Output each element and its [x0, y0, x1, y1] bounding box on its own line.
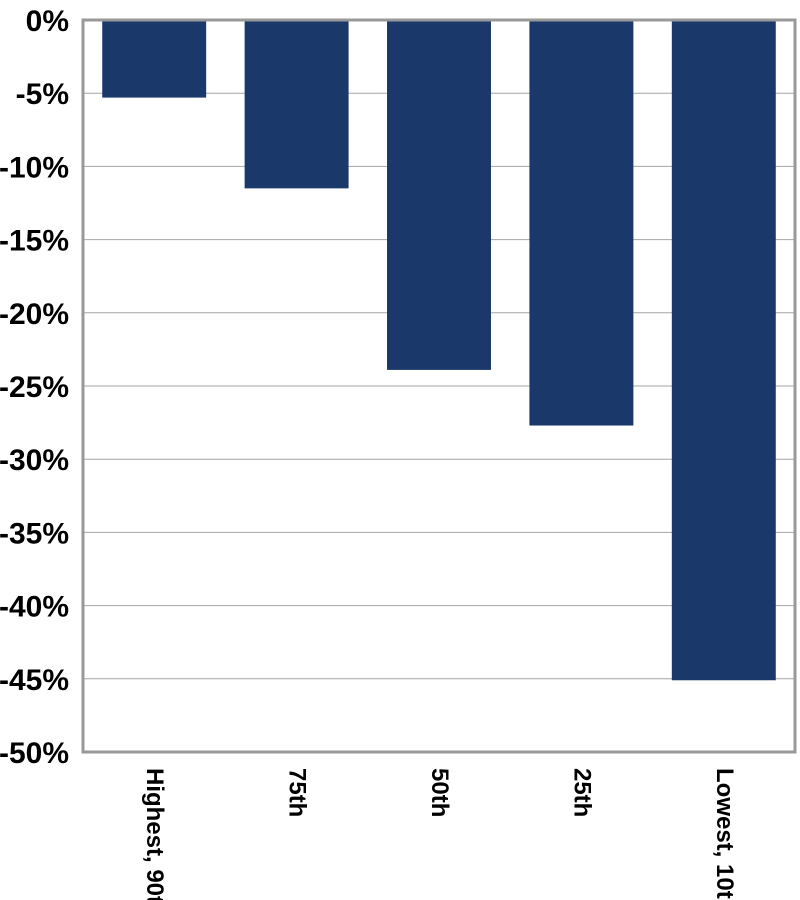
x-category-label: Lowest, 10th — [711, 768, 738, 900]
y-tick-label: -25% — [0, 371, 69, 404]
y-tick-label: -30% — [0, 444, 69, 477]
y-tick-label: -45% — [0, 664, 69, 697]
y-tick-label: -20% — [0, 298, 69, 331]
x-axis-category-labels: Highest, 90th 75th 50th 25th Lowest, 10th — [141, 768, 738, 900]
x-category-label: Highest, 90th — [141, 768, 168, 900]
x-category-label: 75th — [284, 768, 311, 817]
y-tick-label: -50% — [0, 737, 69, 770]
y-tick-label: -35% — [0, 517, 69, 550]
y-tick-label: -15% — [0, 225, 69, 258]
bar — [244, 20, 349, 189]
bar — [387, 20, 491, 370]
y-axis-tick-labels: 0% -5% -10% -15% -20% -25% -30% -35% -40% -45% -50… — [0, 5, 69, 770]
y-tick-label: -10% — [0, 151, 69, 184]
y-tick-label: -40% — [0, 591, 69, 624]
x-category-label: 25th — [568, 768, 595, 817]
y-tick-label: 0% — [26, 5, 69, 38]
x-category-label: 50th — [426, 768, 453, 817]
y-tick-label: -5% — [16, 78, 69, 111]
plot-frame — [81, 18, 797, 754]
bar — [671, 20, 776, 681]
bar — [102, 20, 207, 98]
bars — [102, 20, 776, 681]
bar — [529, 20, 634, 426]
gridlines — [83, 92, 795, 680]
